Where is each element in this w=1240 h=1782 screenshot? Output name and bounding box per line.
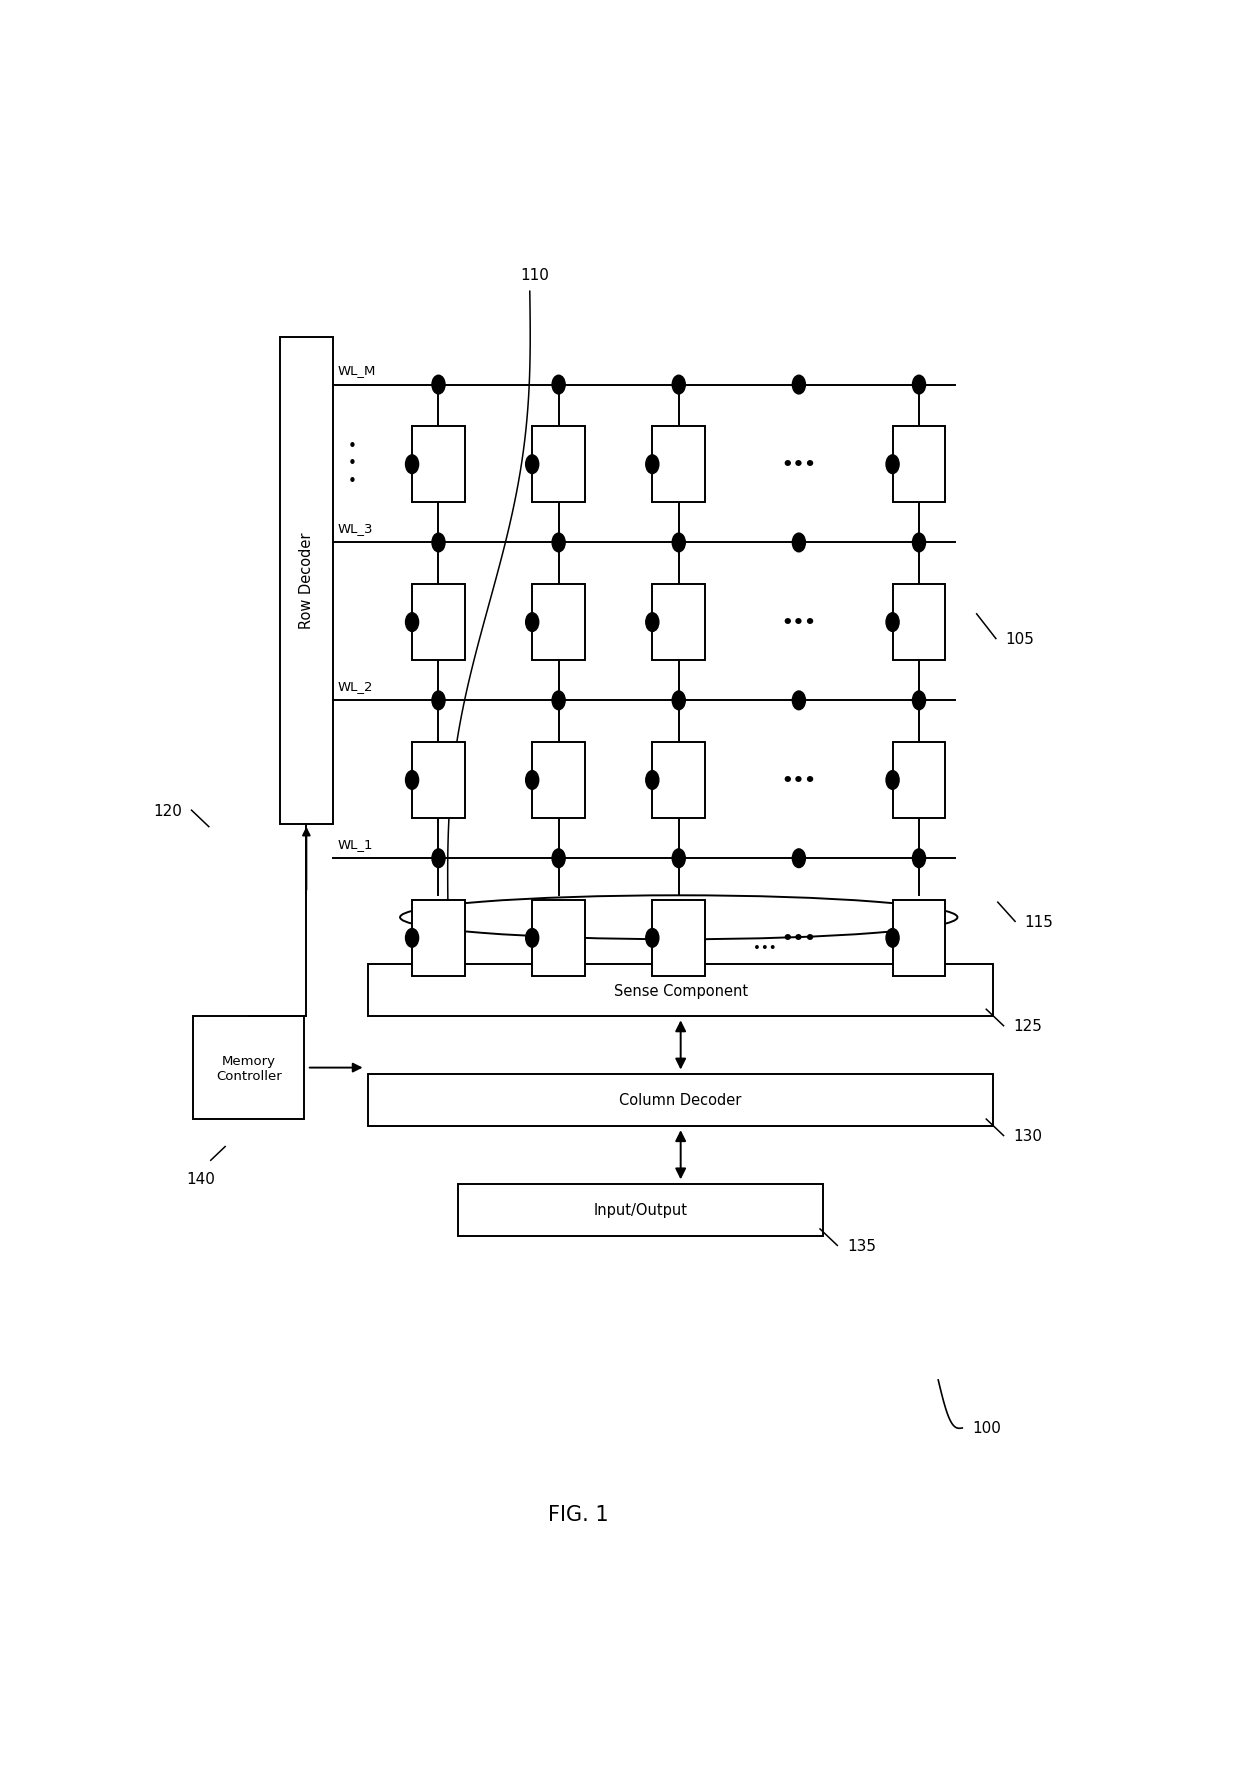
Circle shape [405, 928, 419, 948]
Bar [412, 584, 465, 661]
Text: 100: 100 [972, 1420, 1001, 1436]
Text: 135: 135 [847, 1238, 875, 1253]
Bar [412, 900, 465, 977]
Text: DL_2: DL_2 [542, 941, 575, 953]
Circle shape [526, 613, 538, 633]
Bar [412, 428, 465, 503]
Text: WL_2: WL_2 [337, 679, 373, 693]
Text: •••: ••• [781, 613, 816, 633]
Circle shape [552, 850, 565, 868]
Bar [532, 428, 585, 503]
Text: 125: 125 [1013, 1019, 1042, 1034]
Text: •••: ••• [781, 930, 816, 948]
Bar [652, 743, 706, 818]
Circle shape [552, 691, 565, 711]
Text: Column Decoder: Column Decoder [620, 1092, 742, 1108]
Circle shape [887, 613, 899, 633]
Circle shape [552, 376, 565, 394]
Circle shape [646, 456, 658, 474]
Circle shape [887, 928, 899, 948]
Text: •••: ••• [781, 456, 816, 474]
Circle shape [913, 535, 925, 552]
Bar [893, 428, 945, 503]
Circle shape [432, 376, 445, 394]
Circle shape [432, 535, 445, 552]
Circle shape [792, 535, 806, 552]
Circle shape [526, 772, 538, 789]
Text: 105: 105 [1006, 631, 1034, 647]
Bar [893, 584, 945, 661]
Ellipse shape [401, 896, 957, 939]
Text: DL_3: DL_3 [662, 941, 694, 953]
Circle shape [432, 850, 445, 868]
Text: 140: 140 [187, 1171, 216, 1187]
Circle shape [887, 772, 899, 789]
Text: 110: 110 [520, 267, 549, 283]
Circle shape [526, 928, 538, 948]
Circle shape [913, 691, 925, 711]
Circle shape [646, 613, 658, 633]
Bar [412, 743, 465, 818]
Circle shape [405, 772, 419, 789]
Text: 130: 130 [1013, 1128, 1042, 1144]
Bar [368, 1075, 993, 1126]
Circle shape [646, 928, 658, 948]
Text: DL_1: DL_1 [423, 941, 455, 953]
Text: •
•
•: • • • [347, 438, 356, 488]
Text: Input/Output: Input/Output [593, 1203, 687, 1217]
Circle shape [405, 613, 419, 633]
Circle shape [672, 535, 686, 552]
Bar [893, 743, 945, 818]
Bar [280, 337, 332, 825]
Circle shape [405, 456, 419, 474]
Text: 120: 120 [153, 804, 182, 818]
Bar [893, 900, 945, 977]
Bar [652, 584, 706, 661]
Bar [652, 900, 706, 977]
Circle shape [672, 691, 686, 711]
Text: Memory
Controller: Memory Controller [216, 1053, 281, 1082]
Bar [193, 1016, 304, 1119]
Circle shape [913, 850, 925, 868]
Bar [532, 900, 585, 977]
Circle shape [526, 456, 538, 474]
Circle shape [913, 376, 925, 394]
Text: 115: 115 [1024, 914, 1054, 930]
Bar [458, 1183, 823, 1237]
Text: •••: ••• [781, 772, 816, 789]
Circle shape [672, 376, 686, 394]
Text: FIG. 1: FIG. 1 [548, 1504, 608, 1525]
Bar [532, 584, 585, 661]
Circle shape [887, 456, 899, 474]
Text: WL_1: WL_1 [337, 838, 373, 850]
Circle shape [672, 850, 686, 868]
Text: Row Decoder: Row Decoder [299, 533, 314, 629]
Text: WL_3: WL_3 [337, 522, 373, 535]
Text: DL_N: DL_N [903, 941, 936, 953]
Circle shape [646, 772, 658, 789]
Circle shape [792, 691, 806, 711]
Bar [652, 428, 706, 503]
Circle shape [792, 850, 806, 868]
Text: Sense Component: Sense Component [614, 984, 748, 998]
Text: •••: ••• [754, 941, 777, 953]
Circle shape [432, 691, 445, 711]
Circle shape [792, 376, 806, 394]
Text: WL_M: WL_M [337, 364, 376, 378]
Bar [368, 964, 993, 1016]
Circle shape [552, 535, 565, 552]
Bar [532, 743, 585, 818]
